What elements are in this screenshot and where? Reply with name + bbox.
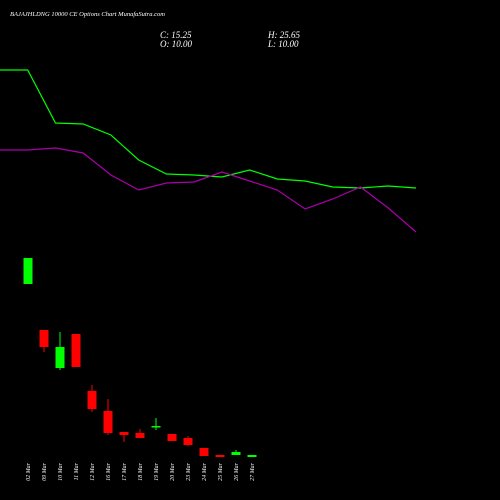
stat: O: 10.00: [160, 39, 192, 49]
candle-body: [55, 347, 65, 368]
candle-body: [215, 455, 225, 457]
candle-body: [23, 258, 33, 284]
x-tick-label: 18 Mar: [138, 462, 144, 480]
x-tick-label: 19 Mar: [154, 462, 160, 480]
line-series: [0, 69, 417, 189]
candle-body: [135, 433, 145, 438]
candle-body: [167, 434, 177, 441]
candle-body: [71, 334, 81, 367]
stat: L: 10.00: [267, 39, 299, 49]
x-tick-label: 09 Mar: [42, 462, 48, 480]
x-tick-label: 24 Mar: [201, 462, 208, 480]
x-tick-label: 11 Mar: [74, 462, 80, 480]
stat: H: 25.65: [267, 30, 300, 40]
stat: C: 15.25: [160, 30, 192, 40]
candle-body: [151, 426, 161, 428]
candle-body: [39, 330, 49, 347]
x-tick-label: 25 Mar: [218, 462, 224, 480]
candle-body: [247, 455, 257, 457]
candle-body: [87, 391, 97, 409]
x-tick-label: 17 Mar: [122, 462, 128, 480]
chart-title: BAJAJHLDNG 10000 CE Options Chart Munafa…: [10, 11, 165, 18]
x-tick-label: 10 Mar: [58, 462, 64, 480]
candle-body: [119, 432, 129, 435]
x-tick-label: 02 Mar: [26, 462, 32, 480]
candle-body: [103, 411, 113, 433]
candle-body: [199, 448, 209, 456]
x-tick-label: 26 Mar: [234, 462, 240, 480]
candle-body: [183, 438, 193, 445]
x-tick-label: 12 Mar: [90, 462, 96, 480]
candle-body: [231, 452, 241, 455]
x-tick-label: 16 Mar: [106, 462, 112, 480]
line-series: [0, 147, 417, 233]
x-tick-label: 20 Mar: [170, 462, 176, 480]
x-tick-label: 23 Mar: [186, 462, 192, 480]
x-tick-label: 27 Mar: [250, 462, 256, 480]
